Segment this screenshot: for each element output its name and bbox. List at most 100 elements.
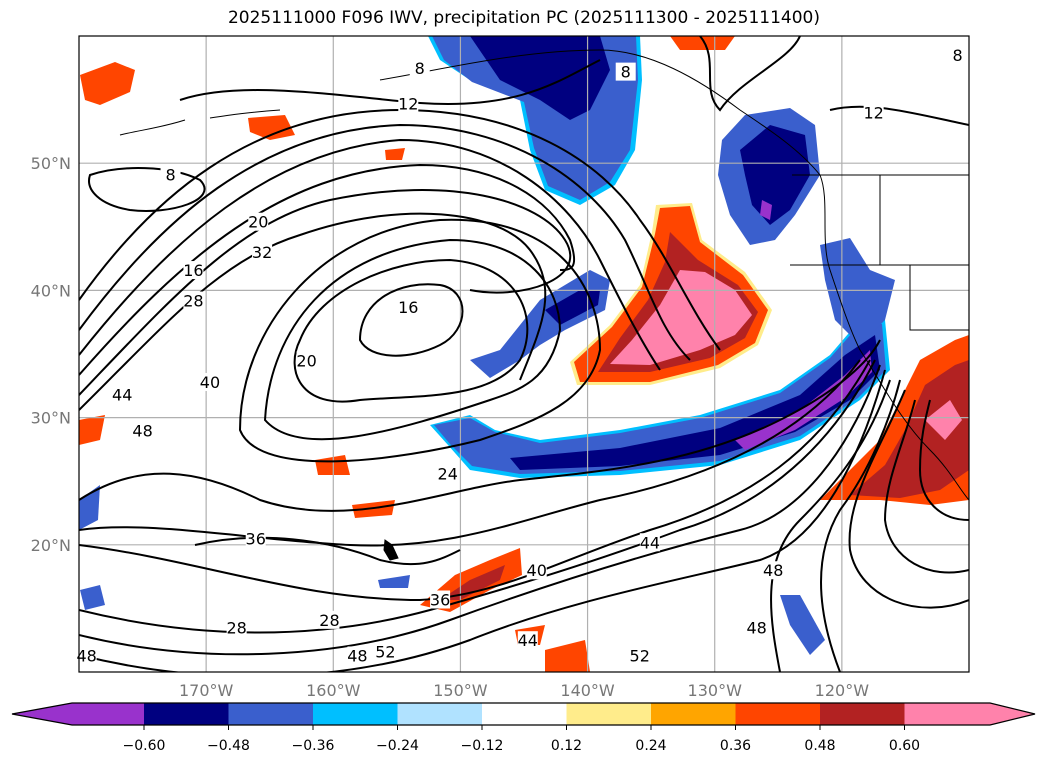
contour-labels: 12 8 8 12 8 8 20 16 32 28 16 44 40 20 48 24 36 28 28 36 40 44… [76, 46, 968, 665]
contour-line [699, 36, 801, 112]
precip-pos-region [850, 360, 969, 498]
precip-neg-region [780, 595, 825, 655]
colorbar-outline [11, 702, 1036, 726]
contour-label: 20 [248, 213, 268, 232]
contour-label: 12 [863, 103, 883, 122]
contour-label: 48 [347, 646, 367, 665]
contour-label: 36 [430, 590, 450, 609]
contour-label-bg [398, 94, 419, 113]
contour-label-bg [132, 421, 153, 440]
contour-label-bg [112, 385, 133, 404]
contour-label-bg [763, 561, 784, 580]
lon-tick-label: 150°W [433, 681, 488, 700]
contour-label-bg [409, 58, 430, 77]
precip-neg-region [378, 575, 410, 588]
colorbar-segment [651, 703, 736, 725]
contour-line [918, 399, 969, 521]
colorbar-tick-label: −0.48 [207, 738, 250, 754]
colorbar-tick-label: 0.48 [804, 738, 835, 754]
contour-line [358, 283, 464, 357]
colorbar-tick-label: −0.24 [376, 738, 419, 754]
contour-line [883, 399, 969, 574]
contour-line [79, 189, 572, 396]
contour-label-bg [347, 646, 368, 665]
contour-label-bg [517, 631, 538, 650]
contour-label: 48 [132, 421, 152, 440]
precip-pos-region [248, 115, 295, 140]
contour-label: 8 [952, 46, 962, 65]
contour-label-bg [375, 642, 396, 661]
colorbar-segment [482, 703, 567, 725]
contour-line [820, 379, 901, 672]
contour-label: 28 [319, 611, 339, 630]
precip-neg-region [740, 125, 810, 225]
colorbar-tick-label: −0.36 [292, 738, 335, 754]
contour-label-bg [746, 618, 767, 637]
colorbar-tick-label: 0.36 [720, 738, 751, 754]
colorbar-extend-max [904, 703, 1035, 725]
contour-label-bg [245, 529, 266, 548]
lat-tick-label: 40°N [31, 281, 71, 300]
colorbar-segment [397, 703, 483, 725]
lat-tick-label: 30°N [31, 409, 71, 428]
contour-label: 48 [763, 561, 783, 580]
contour-label: 40 [200, 373, 220, 392]
contour-label: 28 [226, 618, 246, 637]
contour-line [79, 108, 721, 351]
map-frame [78, 35, 970, 673]
contour-line [238, 218, 602, 463]
precip-pos-region [315, 455, 350, 475]
contour-label: 44 [112, 386, 132, 405]
contour-label: 28 [183, 292, 203, 311]
precip-neg-region [79, 485, 100, 530]
colorbar-segment [313, 703, 398, 725]
contour-line [79, 369, 886, 672]
lat-tick-label: 20°N [31, 536, 71, 555]
colorbar-segment [820, 703, 905, 725]
contour-label-bg [398, 297, 419, 316]
contour-label-bg [947, 46, 968, 65]
lon-tick-label: 130°W [688, 681, 743, 700]
contour-label-bg [526, 561, 547, 580]
axis-ticks: 170°W 160°W 150°W 140°W 130°W 120°W 50°N 40°N 30… [31, 154, 870, 700]
contour-label: 36 [246, 529, 266, 548]
contour-label: 20 [296, 351, 316, 370]
lon-tick-label: 160°W [306, 681, 361, 700]
contour-label-bg [437, 464, 458, 483]
contour-label-bg [639, 533, 660, 552]
lat-tick-label: 50°N [31, 154, 71, 173]
precip-pos-region [440, 565, 505, 600]
contour-label: 8 [621, 63, 631, 82]
colorbar-extend-min [12, 703, 144, 725]
contour-line [79, 212, 547, 411]
lon-tick-label: 170°W [179, 681, 234, 700]
contour-label-bg [319, 610, 340, 629]
contour-label-bg [76, 646, 97, 665]
contour-line [79, 364, 881, 656]
contour-label: 40 [527, 561, 547, 580]
contour-label: 32 [252, 243, 272, 262]
coastline [383, 539, 399, 561]
precip-pos-region [79, 415, 105, 445]
precip-pos-region [925, 400, 962, 440]
coastline [119, 109, 281, 136]
lon-tick-label: 140°W [560, 681, 615, 700]
coastlines [119, 49, 969, 561]
contour-label: 44 [518, 631, 538, 650]
contour-line [848, 389, 969, 609]
map-title: 2025111000 F096 IWV, precipitation PC (2… [227, 8, 820, 28]
contour-line [79, 123, 691, 361]
precip-pos-region [385, 148, 405, 160]
precip-neg-region [470, 36, 610, 120]
contour-label-bg [629, 646, 650, 665]
colorbar-segment [144, 703, 229, 725]
contour-label-bg [160, 165, 181, 184]
contour-label: 52 [630, 646, 650, 665]
contour-label: 8 [415, 59, 425, 78]
precip-pos-region [545, 640, 590, 672]
contour-label: 8 [165, 166, 175, 185]
contour-label: 48 [76, 646, 96, 665]
precip-neg-region [510, 335, 880, 470]
contour-label-bg [183, 291, 204, 310]
contour-line [79, 359, 871, 602]
